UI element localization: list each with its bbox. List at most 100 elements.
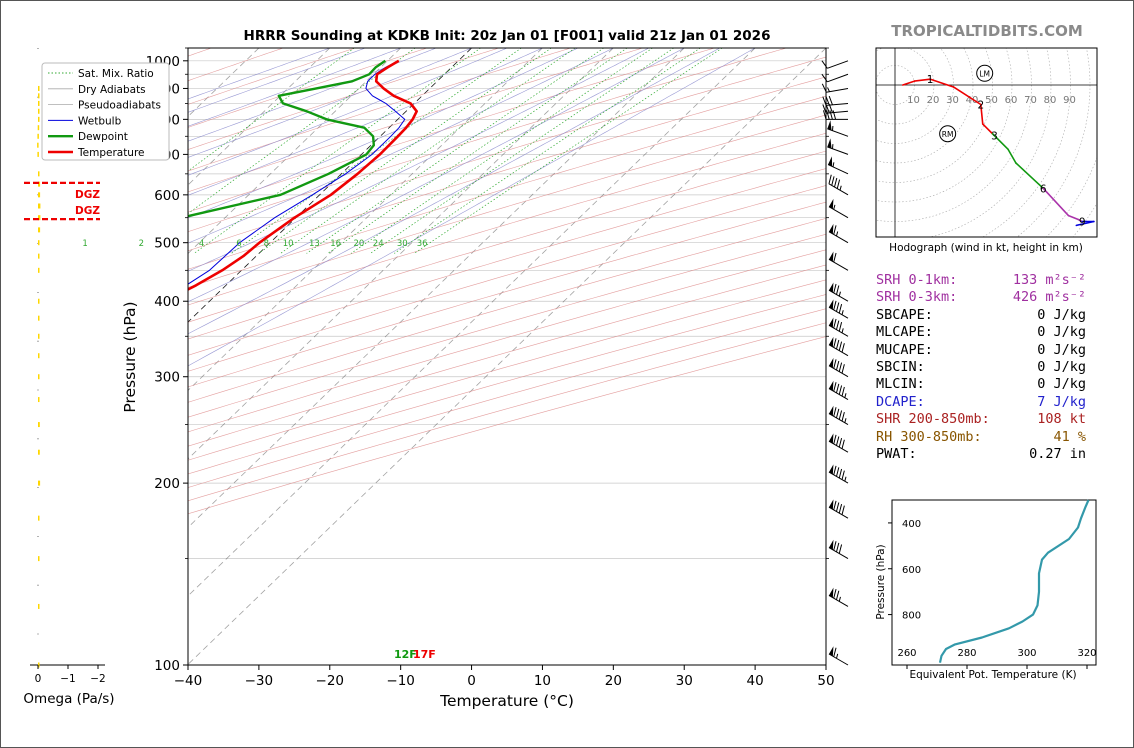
isotherm bbox=[188, 48, 614, 460]
wind-barb bbox=[828, 299, 849, 319]
mixing-ratio-label: 13 bbox=[309, 239, 320, 249]
hodograph-segment bbox=[991, 132, 1009, 151]
hodograph-segment bbox=[913, 78, 931, 82]
wind-barb bbox=[827, 120, 849, 137]
y-tick-label: 300 bbox=[154, 370, 180, 386]
wind-barb bbox=[828, 223, 849, 244]
hodograph-frame bbox=[875, 47, 1098, 238]
hodograph-height-label: 3 bbox=[991, 131, 998, 143]
y-tick-label: 100 bbox=[154, 658, 180, 674]
dry-adiabat bbox=[188, 48, 571, 172]
omega-bar bbox=[38, 556, 40, 562]
x-tick-label: −10 bbox=[386, 673, 415, 689]
storm-motion-marker bbox=[976, 64, 994, 82]
omega-bar bbox=[38, 298, 40, 304]
omega-bar bbox=[38, 227, 41, 233]
omega-bar bbox=[38, 480, 41, 486]
stat-value: 133 m²s⁻² bbox=[1012, 272, 1086, 288]
stat-label: PWAT: bbox=[876, 446, 917, 463]
dry-adiabat bbox=[188, 168, 826, 356]
wind-barb bbox=[828, 357, 849, 378]
omega-bar bbox=[38, 315, 40, 321]
omega-bar bbox=[38, 240, 40, 246]
surface-dewpoint-label: 12F bbox=[394, 648, 417, 661]
hodograph-segment bbox=[901, 80, 916, 86]
stat-row: SBCIN: 0 J/kg bbox=[876, 359, 1086, 376]
omega-bar bbox=[38, 192, 41, 198]
moist-adiabat bbox=[188, 48, 756, 367]
mixing-ratio-label: 24 bbox=[373, 239, 384, 249]
wind-barb bbox=[828, 539, 849, 560]
stat-row: SHR 200-850mb: 108 kt bbox=[876, 411, 1086, 428]
omega-bar bbox=[38, 93, 40, 99]
stat-label: SBCIN: bbox=[876, 359, 925, 376]
dry-adiabat bbox=[188, 150, 826, 340]
theta-e-line bbox=[938, 499, 1090, 663]
mixing-ratio-line bbox=[414, 48, 723, 254]
mixing-ratio-label: 2 bbox=[139, 239, 144, 249]
legend-label: Dewpoint bbox=[78, 131, 128, 143]
mixing-ratio-label: 6 bbox=[236, 239, 241, 249]
dewpoint-line bbox=[188, 59, 386, 218]
moist-adiabat bbox=[188, 48, 579, 219]
theta-e-ylabel: Pressure (hPa) bbox=[875, 544, 887, 619]
x-tick-label: −30 bbox=[245, 673, 274, 689]
stat-label: MLCAPE: bbox=[876, 324, 933, 341]
omega-panel: Omega (Pa/s) 0 −1 −2 DGZ DGZ bbox=[23, 48, 115, 707]
theta-e-x-tick-label: 260 bbox=[897, 648, 916, 659]
mixing-ratio-line bbox=[350, 48, 653, 254]
wind-barb bbox=[828, 499, 849, 519]
wind-barb bbox=[828, 336, 849, 357]
dgz-label: DGZ bbox=[75, 189, 100, 201]
moist-adiabat bbox=[188, 48, 330, 100]
stat-label: SHR 200-850mb: bbox=[876, 411, 990, 428]
theta-e-y-tick-label: 800 bbox=[902, 611, 921, 622]
moist-adiabat bbox=[188, 48, 508, 176]
stat-label: SBCAPE: bbox=[876, 306, 933, 323]
wind-barb bbox=[828, 587, 849, 607]
stats-table: SRH 0-1km: 133 m²s⁻² SRH 0-3km: 426 m²s⁻² SB… bbox=[876, 272, 1086, 463]
omega-bar bbox=[38, 374, 40, 380]
theta-e-frame bbox=[891, 499, 1097, 666]
stat-row: MUCAPE: 0 J/kg bbox=[876, 342, 1086, 359]
omega-bar bbox=[37, 133, 39, 139]
hodograph-segment bbox=[1042, 187, 1070, 217]
omega-bar bbox=[38, 116, 40, 122]
moist-adiabat bbox=[188, 48, 366, 113]
omega-tick-label: −2 bbox=[90, 673, 105, 685]
stat-label: SRH 0-3km: bbox=[876, 289, 958, 306]
wind-barb bbox=[828, 405, 849, 425]
dry-adiabat bbox=[188, 185, 826, 372]
wind-barb bbox=[821, 73, 849, 83]
isotherm bbox=[188, 48, 756, 597]
wind-barbs bbox=[821, 60, 849, 666]
chart-title: HRRR Sounding at KDKB Init: 20z Jan 01 [… bbox=[244, 28, 771, 44]
stat-row: SRH 0-1km: 133 m²s⁻² bbox=[876, 272, 1086, 289]
hodograph-ring-label: 70 bbox=[1024, 95, 1037, 106]
dry-adiabat bbox=[188, 201, 826, 388]
stat-value: 426 m²s⁻² bbox=[1012, 289, 1086, 306]
mixing-ratio-label: 10 bbox=[283, 239, 294, 249]
omega-bar bbox=[38, 203, 41, 209]
dry-adiabat bbox=[188, 114, 826, 306]
wind-barb bbox=[822, 95, 849, 106]
hodograph-segment bbox=[1067, 214, 1080, 221]
stat-value: 0 J/kg bbox=[1037, 306, 1086, 323]
dry-adiabat bbox=[188, 56, 826, 252]
wind-barb bbox=[828, 380, 849, 400]
omega-xlabel: Omega (Pa/s) bbox=[23, 691, 114, 707]
moist-adiabat bbox=[188, 48, 401, 127]
hodograph-segment bbox=[952, 86, 982, 106]
dry-adiabat bbox=[188, 322, 826, 502]
legend-label: Pseudoadiabats bbox=[78, 100, 161, 112]
stat-value: 7 J/kg bbox=[1037, 393, 1086, 410]
hodograph-ring-label: 80 bbox=[1044, 95, 1057, 106]
hodograph-segment bbox=[929, 78, 955, 88]
stat-row: MLCIN: 0 J/kg bbox=[876, 376, 1086, 393]
hodograph-ring-label: 30 bbox=[946, 95, 959, 106]
omega-bar bbox=[38, 515, 40, 521]
stat-label: DCAPE: bbox=[876, 393, 925, 410]
wind-barb bbox=[821, 83, 849, 93]
y-tick-label: 400 bbox=[154, 294, 180, 310]
